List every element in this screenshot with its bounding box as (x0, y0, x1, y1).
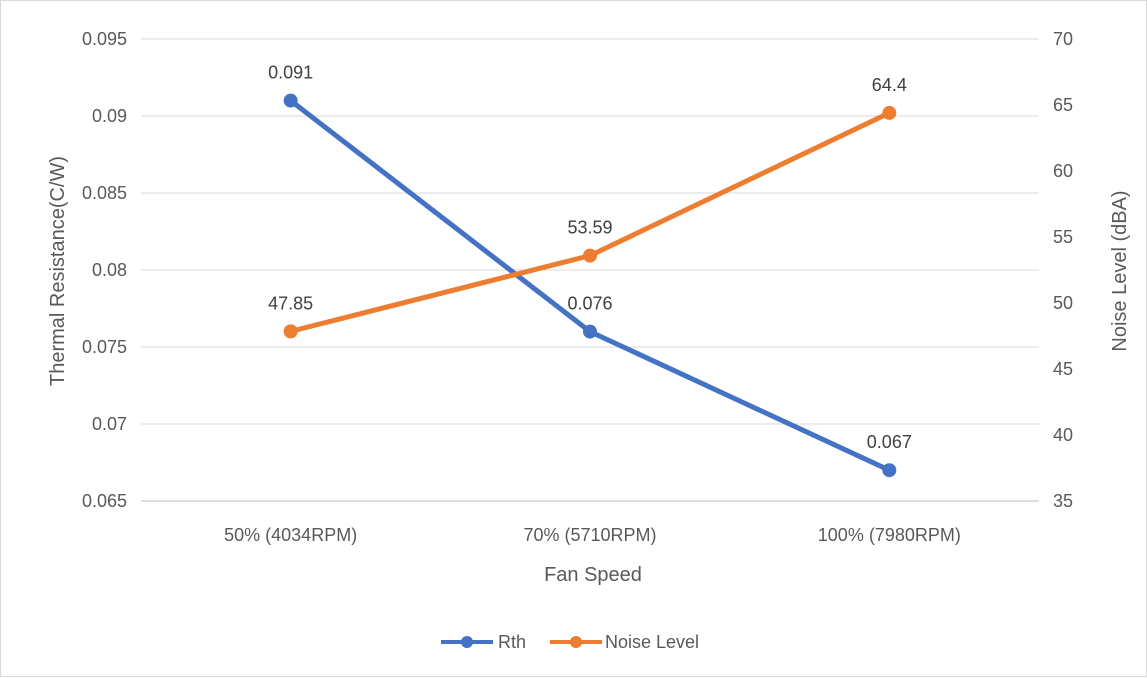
y2-tick-label: 35 (1053, 491, 1073, 511)
data-point-noise-level (283, 324, 298, 339)
data-label-noise-level: 47.85 (268, 293, 313, 313)
data-label-rth: 0.067 (867, 432, 912, 452)
y2-axis-title: Noise Level (dBA) (1109, 190, 1131, 351)
y2-tick-label: 40 (1053, 425, 1073, 445)
data-label-rth: 0.076 (567, 294, 612, 314)
data-point-rth (283, 93, 298, 108)
data-point-rth (882, 463, 897, 478)
y-tick-label: 0.085 (82, 183, 127, 203)
data-point-noise-level (882, 105, 897, 120)
y2-tick-label: 45 (1053, 359, 1073, 379)
series-lines (283, 93, 897, 478)
gridlines (141, 38, 1039, 502)
legend-label-rth: Rth (498, 632, 526, 652)
data-label-noise-level: 53.59 (567, 218, 612, 238)
legend-item-noise-level: Noise Level (550, 632, 699, 652)
data-label-rth: 0.091 (268, 63, 313, 83)
y-tick-label: 0.065 (82, 491, 127, 511)
right-axis-ticks: 35 40 45 50 55 60 65 70 (1053, 29, 1073, 511)
y2-tick-label: 65 (1053, 95, 1073, 115)
y-tick-label: 0.07 (92, 414, 127, 434)
x-tick-label: 50% (4034RPM) (224, 525, 357, 545)
data-labels: 0.091 0.076 0.067 47.85 53.59 64.4 (268, 63, 912, 453)
y2-tick-label: 60 (1053, 161, 1073, 181)
y-tick-label: 0.09 (92, 106, 127, 126)
y-tick-label: 0.075 (82, 337, 127, 357)
data-point-rth (583, 324, 597, 339)
x-tick-label: 70% (5710RPM) (523, 525, 656, 545)
y-tick-label: 0.095 (82, 29, 127, 49)
legend: Rth Noise Level (441, 632, 699, 652)
data-point-noise-level (583, 248, 597, 263)
y2-tick-label: 55 (1053, 227, 1073, 247)
legend-item-rth: Rth (441, 632, 526, 652)
left-axis-ticks: 0.065 0.07 0.075 0.08 0.085 0.09 0.095 (82, 29, 127, 511)
y2-tick-label: 70 (1053, 29, 1073, 49)
x-tick-label: 100% (7980RPM) (818, 525, 961, 545)
legend-label-noise-level: Noise Level (605, 632, 699, 652)
y2-tick-label: 50 (1053, 293, 1073, 313)
y-tick-label: 0.08 (92, 260, 127, 280)
x-axis-title: Fan Speed (544, 564, 642, 586)
x-axis-ticks: 50% (4034RPM) 70% (5710RPM) 100% (7980RPM) (224, 525, 961, 545)
y-axis-title: Thermal Resistance(C/W) (47, 156, 69, 386)
data-label-noise-level: 64.4 (872, 75, 907, 95)
